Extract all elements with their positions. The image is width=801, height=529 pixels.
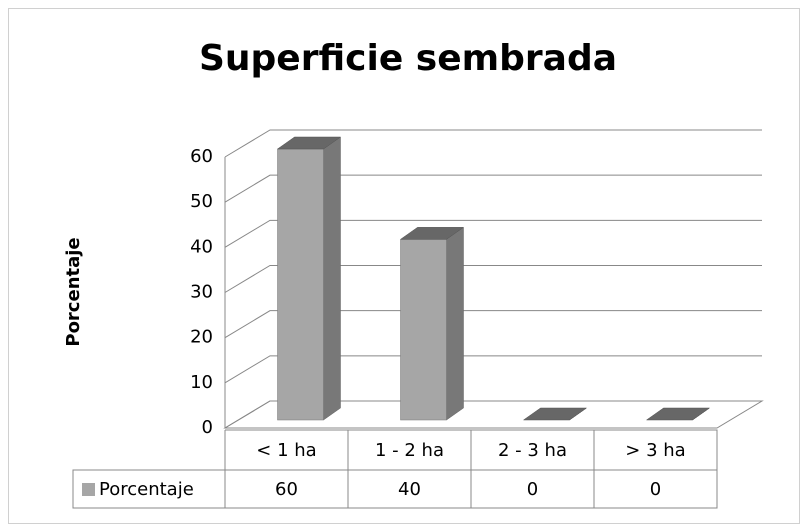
x-tick-label: < 1 ha	[256, 440, 316, 461]
legend-key	[82, 483, 95, 496]
bar-top	[645, 407, 711, 421]
grid-line	[224, 219, 762, 248]
bar-side	[446, 226, 464, 421]
bar-top	[399, 227, 465, 240]
table-value: 0	[650, 479, 661, 500]
grid-line	[224, 355, 762, 384]
bar-top	[522, 407, 588, 421]
y-tick-label: 30	[190, 282, 213, 303]
x-tick-label: 1 - 2 ha	[375, 440, 444, 461]
bar	[400, 239, 447, 421]
y-tick-label: 0	[202, 417, 213, 438]
y-tick-label: 50	[190, 191, 213, 212]
bar-side	[323, 136, 341, 421]
grid-line	[224, 310, 762, 339]
x-tick-label: > 3 ha	[625, 440, 685, 461]
x-tick-label: 2 - 3 ha	[498, 440, 567, 461]
legend-label: Porcentaje	[99, 479, 194, 500]
table-value: 40	[398, 479, 421, 500]
grid-line	[224, 129, 762, 158]
y-tick-label: 40	[190, 236, 213, 257]
table-border	[72, 429, 718, 509]
grid-line	[224, 400, 762, 429]
y-tick-label: 20	[190, 327, 213, 348]
grid-line	[224, 265, 762, 293]
y-tick-label: 10	[190, 372, 213, 393]
bar-top	[276, 136, 342, 150]
bar	[277, 148, 324, 421]
grid-line	[224, 174, 762, 203]
y-tick-label: 60	[190, 146, 213, 167]
table-value: 0	[527, 479, 538, 500]
table-value: 60	[275, 479, 298, 500]
chart-title: Superficie sembrada	[199, 38, 617, 79]
y-axis-label: Porcentaje	[63, 237, 84, 346]
